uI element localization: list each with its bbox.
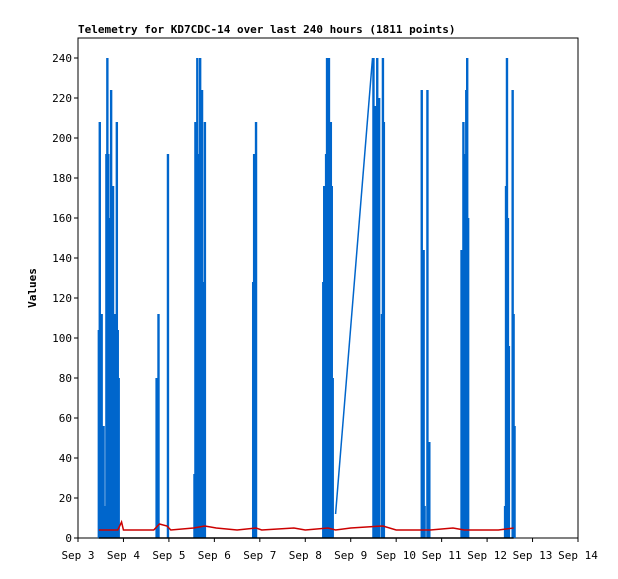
x-tick-label: Sep 6 [198, 549, 231, 562]
y-tick-label: 140 [52, 252, 72, 265]
y-axis-label: Values [26, 268, 39, 308]
x-tick-label: Sep 14 [558, 549, 598, 562]
y-tick-label: 240 [52, 52, 72, 65]
x-axis: Sep 3 Sep 4 Sep 5 Sep 6 Sep 7 Sep 8 Sep 9 Sep 1… [61, 538, 598, 562]
y-axis: 0 20 40 60 80 100 120 140 160 180 200 220 240 [52, 52, 78, 545]
y-tick-label: 20 [59, 492, 72, 505]
y-tick-label: 0 [65, 532, 72, 545]
chart-title: Telemetry for KD7CDC-14 over last 240 ho… [78, 23, 456, 36]
x-tick-label: Sep 11 [422, 549, 462, 562]
x-tick-label: Sep 7 [243, 549, 276, 562]
y-tick-label: 200 [52, 132, 72, 145]
y-tick-label: 220 [52, 92, 72, 105]
x-tick-label: Sep 10 [376, 549, 416, 562]
y-tick-label: 160 [52, 212, 72, 225]
x-tick-label: Sep 12 [467, 549, 507, 562]
y-tick-label: 100 [52, 332, 72, 345]
data-ramp-line [334, 57, 374, 515]
y-tick-label: 180 [52, 172, 72, 185]
series-line-1 [98, 519, 514, 531]
x-tick-label: Sep 13 [513, 549, 553, 562]
y-tick-label: 80 [59, 372, 72, 385]
x-tick-label: Sep 9 [334, 549, 367, 562]
x-tick-label: Sep 5 [152, 549, 185, 562]
x-tick-label: Sep 8 [289, 549, 322, 562]
y-tick-label: 120 [52, 292, 72, 305]
x-tick-label: Sep 3 [61, 549, 94, 562]
x-tick-label: Sep 4 [107, 549, 140, 562]
y-tick-label: 60 [59, 412, 72, 425]
series-layer [97, 57, 516, 539]
y-tick-label: 40 [59, 452, 72, 465]
